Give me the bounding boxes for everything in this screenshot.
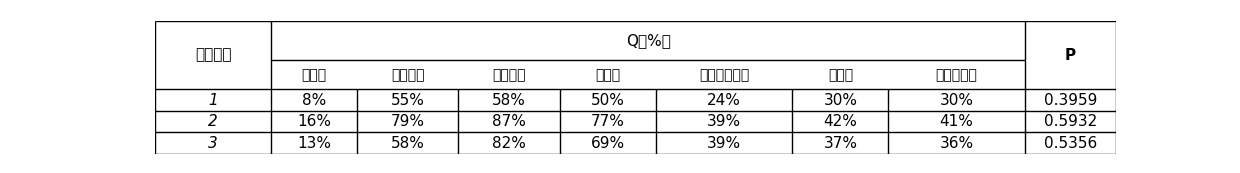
Text: 30%: 30%	[940, 93, 973, 108]
Text: 苯甲酰芍药: 苯甲酰芍药	[936, 68, 977, 82]
Text: 37%: 37%	[823, 136, 857, 151]
Text: 8%: 8%	[303, 93, 326, 108]
Text: 30%: 30%	[823, 93, 857, 108]
Text: 69%: 69%	[590, 136, 625, 151]
Text: 39%: 39%	[707, 114, 742, 129]
Text: 87%: 87%	[492, 114, 526, 129]
Text: 3: 3	[208, 136, 218, 151]
Text: 24%: 24%	[707, 93, 742, 108]
Text: 没食子酰芍药: 没食子酰芍药	[699, 68, 749, 82]
Text: 13%: 13%	[298, 136, 331, 151]
Text: 氧化芍药: 氧化芍药	[391, 68, 424, 82]
Text: 0.5932: 0.5932	[1044, 114, 1097, 129]
Text: 0.5356: 0.5356	[1044, 136, 1097, 151]
Text: 39%: 39%	[707, 136, 742, 151]
Text: Q（%）: Q（%）	[626, 33, 671, 48]
Text: 55%: 55%	[391, 93, 425, 108]
Text: 41%: 41%	[940, 114, 973, 129]
Text: 58%: 58%	[391, 136, 425, 151]
Text: 芍药苷: 芍药苷	[595, 68, 620, 82]
Text: 提取次数: 提取次数	[195, 48, 232, 63]
Text: 2: 2	[208, 114, 218, 129]
Text: 77%: 77%	[590, 114, 625, 129]
Text: 16%: 16%	[298, 114, 331, 129]
Text: 苯甲酸: 苯甲酸	[828, 68, 853, 82]
Text: P: P	[1065, 48, 1076, 63]
Text: 79%: 79%	[391, 114, 425, 129]
Text: 36%: 36%	[940, 136, 973, 151]
Text: 芍药内酯: 芍药内酯	[492, 68, 526, 82]
Text: 50%: 50%	[590, 93, 625, 108]
Text: 1: 1	[208, 93, 218, 108]
Text: 0.3959: 0.3959	[1044, 93, 1097, 108]
Text: 42%: 42%	[823, 114, 857, 129]
Text: 58%: 58%	[492, 93, 526, 108]
Text: 没食子: 没食子	[301, 68, 327, 82]
Text: 82%: 82%	[492, 136, 526, 151]
